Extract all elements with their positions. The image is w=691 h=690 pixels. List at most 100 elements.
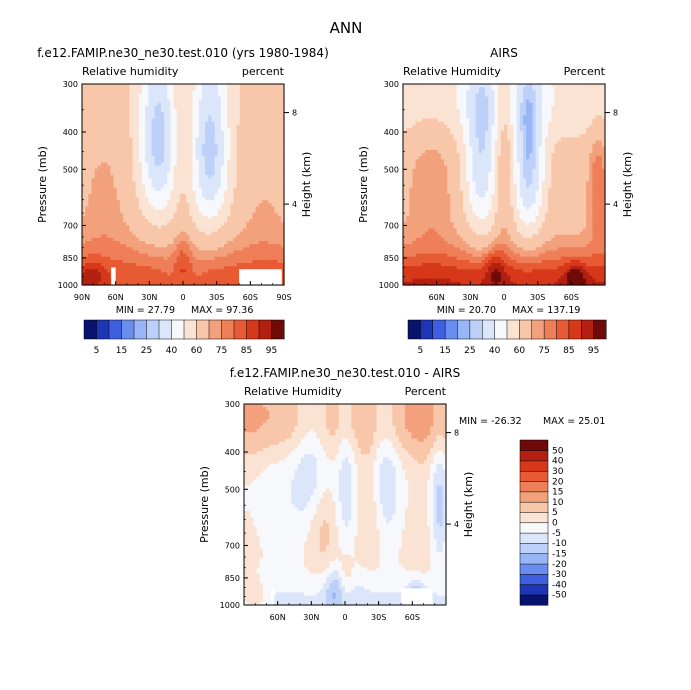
heatmap-cell	[192, 90, 197, 95]
heatmap-cell	[88, 118, 93, 123]
heatmap-cell	[97, 102, 102, 107]
heatmap-cell	[164, 209, 168, 214]
heatmap-cell	[126, 175, 130, 179]
heatmap-cell	[132, 124, 137, 129]
heatmap-cell	[104, 184, 108, 189]
heatmap-cell	[100, 140, 105, 145]
heatmap-cell	[189, 143, 194, 148]
heatmap-cell	[252, 200, 257, 204]
heatmap-cell	[138, 121, 143, 126]
heatmap-cell	[205, 99, 209, 104]
heatmap-cell	[160, 121, 165, 126]
heatmap-cell	[261, 206, 266, 211]
heatmap-cell	[154, 146, 159, 151]
heatmap-cell	[119, 190, 124, 195]
heatmap-cell	[249, 206, 254, 211]
heatmap-cell	[271, 93, 276, 98]
heatmap-cell	[208, 127, 213, 132]
heatmap-cell	[227, 200, 231, 204]
heatmap-cell	[214, 90, 219, 95]
heatmap-cell	[97, 96, 102, 101]
heatmap-cell	[126, 203, 130, 208]
heatmap-cell	[252, 175, 257, 179]
heatmap-cell	[271, 184, 276, 189]
heatmap-cell	[189, 190, 194, 195]
heatmap-cell	[100, 181, 105, 186]
heatmap-cell	[186, 175, 190, 179]
heatmap-cell	[255, 109, 260, 113]
heatmap-cell	[157, 187, 162, 192]
heatmap-cell	[138, 112, 143, 117]
heatmap-cell	[246, 190, 250, 195]
heatmap-cell	[94, 187, 99, 192]
heatmap-cell	[249, 162, 254, 167]
heatmap-cell	[170, 112, 175, 117]
heatmap-cell	[198, 105, 203, 110]
heatmap-cell	[100, 146, 105, 151]
heatmap-cell	[107, 124, 112, 129]
heatmap-cell	[258, 131, 263, 135]
heatmap-cell	[116, 96, 121, 101]
heatmap-cell	[148, 165, 153, 170]
heatmap-cell	[170, 137, 175, 142]
heatmap-cell	[242, 140, 247, 145]
heatmap-cell	[233, 134, 238, 138]
heatmap-cell	[201, 153, 206, 157]
heatmap-cell	[167, 203, 171, 208]
heatmap-cell	[138, 190, 143, 195]
heatmap-cell	[277, 131, 282, 135]
heatmap-cell	[97, 146, 102, 151]
heatmap-cell	[195, 118, 200, 123]
heatmap-cell	[160, 112, 165, 117]
heatmap-cell	[107, 175, 112, 179]
heatmap-cell	[126, 134, 130, 138]
heatmap-cell	[201, 115, 206, 120]
heatmap-cell	[220, 87, 225, 91]
heatmap-cell	[211, 181, 216, 186]
heatmap-cell	[160, 190, 165, 195]
heatmap-cell	[201, 90, 206, 95]
x-tick-label: 30N	[141, 293, 157, 302]
heatmap-cell	[198, 146, 203, 151]
heatmap-cell	[277, 162, 282, 167]
heatmap-cell	[246, 143, 250, 148]
heatmap-cell	[192, 153, 197, 157]
heatmap-cell	[151, 134, 156, 138]
heatmap-cell	[138, 109, 143, 113]
heatmap-cell	[195, 153, 200, 157]
heatmap-cell	[230, 143, 235, 148]
heatmap-cell	[148, 162, 153, 167]
heatmap-cell	[85, 140, 89, 145]
heatmap-cell	[85, 156, 89, 160]
heatmap-cell	[186, 200, 190, 204]
heatmap-cell	[154, 127, 159, 132]
heatmap-cell	[246, 178, 250, 182]
heatmap-cell	[189, 102, 194, 107]
heatmap-cell	[119, 203, 124, 208]
heatmap-cell	[224, 131, 228, 135]
heatmap-cell	[176, 105, 181, 110]
heatmap-cell	[246, 175, 250, 179]
heatmap-cell	[132, 159, 137, 164]
heatmap-cell	[233, 105, 238, 110]
heatmap-cell	[104, 165, 108, 170]
heatmap-cell	[100, 178, 105, 182]
heatmap-cell	[104, 143, 108, 148]
heatmap-cell	[214, 184, 219, 189]
heatmap-cell	[268, 187, 272, 192]
heatmap-cell	[164, 137, 168, 142]
heatmap-cell	[236, 127, 241, 132]
heatmap-cell	[224, 159, 228, 164]
heatmap-cell	[258, 143, 263, 148]
heatmap-cell	[268, 124, 272, 129]
heatmap-cell	[233, 146, 238, 151]
heatmap-cell	[91, 197, 96, 201]
heatmap-cell	[141, 96, 146, 101]
heatmap-cell	[220, 197, 225, 201]
heatmap-cell	[242, 93, 247, 98]
heatmap-cell	[110, 178, 115, 182]
heatmap-cell	[119, 96, 124, 101]
heatmap-cell	[176, 181, 181, 186]
heatmap-cell	[148, 137, 153, 142]
heatmap-cell	[205, 175, 209, 179]
